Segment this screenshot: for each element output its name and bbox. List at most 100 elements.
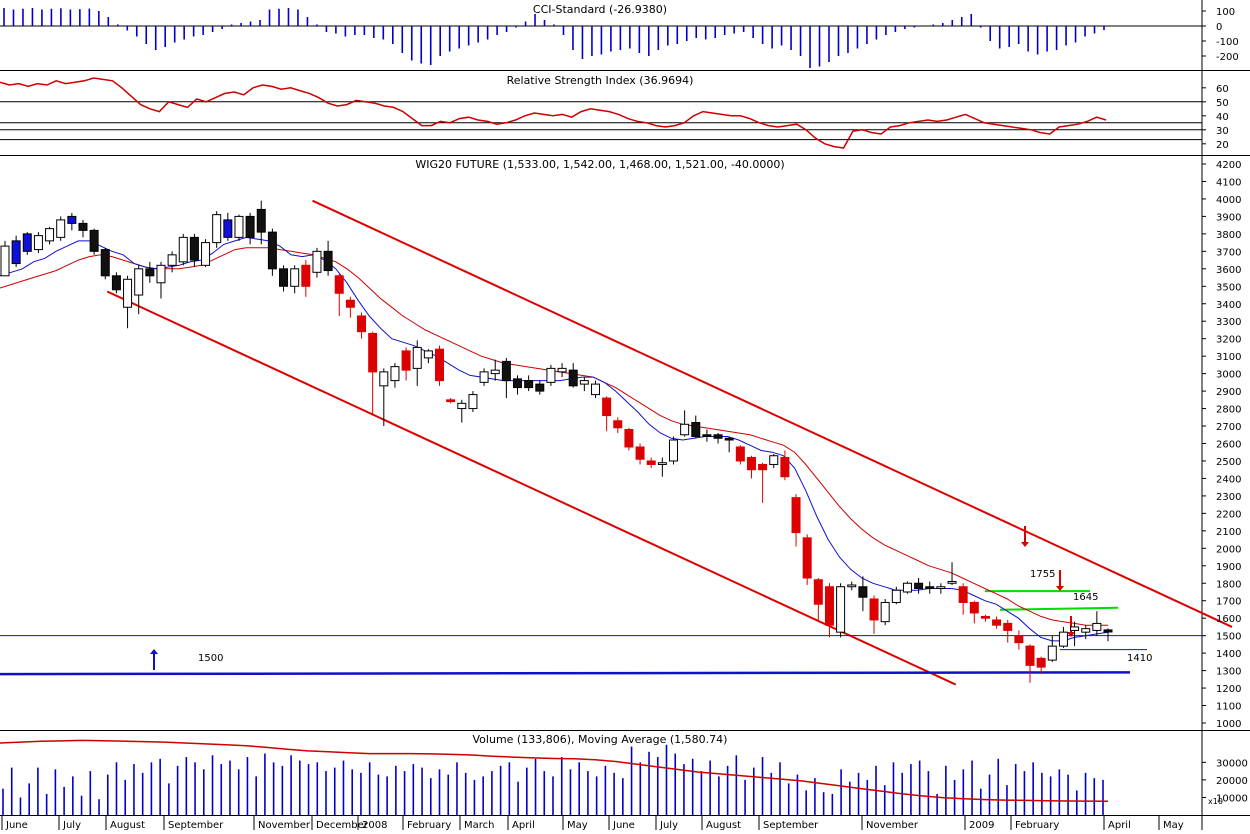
tick-label: 2700 (1216, 422, 1241, 433)
candle (1014, 630, 1024, 650)
candle (189, 233, 199, 268)
candle-body (234, 215, 244, 238)
volume-title: Volume (133,806), Moving Average (1,580.… (473, 733, 728, 746)
candle-body (847, 584, 857, 588)
candle (724, 436, 734, 453)
candle (602, 396, 612, 432)
candle-body (256, 208, 266, 233)
candle-body (980, 615, 990, 619)
arrow-up-icon (150, 649, 158, 654)
candle-body (223, 219, 233, 238)
month-label: April (1108, 820, 1131, 830)
month-label: July (659, 820, 678, 830)
candle-body (22, 233, 32, 252)
arrow-down-icon (1067, 632, 1075, 637)
candle (301, 260, 311, 297)
candle-body (11, 240, 21, 265)
candle-body (858, 586, 868, 598)
candle-body (680, 423, 690, 436)
candle-body (0, 245, 10, 277)
tick-label: 1900 (1216, 562, 1241, 573)
candle (134, 265, 144, 315)
month-label: September (763, 820, 819, 830)
candle (780, 450, 790, 481)
candle (490, 359, 500, 381)
candle-body (145, 268, 155, 277)
candle (668, 436, 678, 465)
candle-body (401, 350, 411, 371)
candle (245, 212, 255, 245)
support-line-long (0, 671, 1131, 676)
candle (457, 399, 467, 423)
candle-body (646, 460, 656, 465)
candle-body (746, 456, 756, 471)
candle-body (602, 397, 612, 417)
month-label: March (464, 820, 494, 830)
moving-average-long (0, 247, 1108, 626)
month-label: December (316, 820, 369, 830)
candle-body (568, 369, 578, 387)
candle-body (613, 420, 623, 429)
candle (557, 363, 567, 378)
candle-body (312, 250, 322, 273)
tick-label: 3800 (1216, 230, 1241, 241)
tick-label: 20 (1216, 140, 1229, 151)
rsi-line (0, 77, 1107, 149)
candle (579, 377, 589, 392)
month-label: April (512, 820, 535, 830)
candle-body (323, 250, 333, 272)
tick-label: 3100 (1216, 352, 1241, 363)
candle-body (635, 446, 645, 460)
candle-body (301, 264, 311, 287)
candle-body (880, 601, 890, 623)
candle-body (123, 278, 133, 308)
tick-label: 1400 (1216, 649, 1241, 660)
candle (535, 380, 545, 395)
candle (1092, 611, 1102, 636)
candle-body (836, 586, 846, 633)
candle-body (1025, 645, 1035, 666)
candle (958, 583, 968, 615)
candle (423, 349, 433, 364)
candle-body (368, 332, 378, 373)
candle-body (134, 268, 144, 296)
candle-body (357, 315, 367, 333)
tick-label: 3600 (1216, 265, 1241, 276)
candle (234, 214, 244, 241)
candle-body (457, 402, 467, 410)
candle-body (557, 367, 567, 373)
candle-body (735, 446, 745, 462)
candle-body (212, 214, 222, 244)
candle (713, 433, 723, 444)
candle (368, 331, 378, 416)
candle-body (1103, 629, 1113, 633)
tick-label: 0 (1216, 22, 1222, 33)
candle-body (267, 231, 277, 270)
tick-label: 30000 (1216, 758, 1248, 769)
price-annotations: 1755 1645 1500 1410 (198, 569, 1152, 664)
candle-body (245, 215, 255, 238)
candle-body (802, 537, 812, 579)
tick-label: 3300 (1216, 317, 1241, 328)
candle-body (668, 439, 678, 462)
volume-panel: Volume (133,806), Moving Average (1,580.… (0, 733, 1248, 815)
candle-body (992, 619, 1002, 626)
tick-label: 2600 (1216, 440, 1241, 451)
candle-body (1047, 645, 1057, 661)
candle (947, 562, 957, 585)
candle (145, 261, 155, 283)
candle-body (691, 422, 701, 438)
candle (936, 583, 946, 594)
candle-body (758, 463, 768, 471)
candle-body (390, 366, 400, 382)
candle (123, 275, 133, 329)
candle (513, 375, 523, 395)
candle-body (423, 350, 433, 359)
candles (0, 200, 1113, 683)
cci-title: CCI-Standard (-26.9380) (533, 3, 667, 16)
level-label-1645: 1645 (1073, 592, 1098, 603)
candle-body (33, 235, 43, 251)
tick-label: 1600 (1216, 614, 1241, 625)
volume-bars (2, 744, 1104, 815)
